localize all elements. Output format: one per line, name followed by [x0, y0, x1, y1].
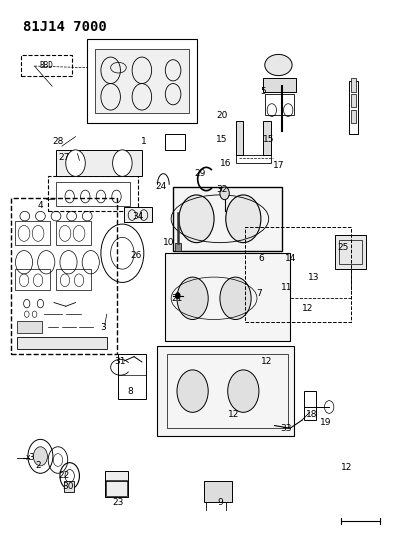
Text: 31: 31	[115, 358, 126, 367]
Circle shape	[220, 187, 229, 200]
Bar	[124, 207, 152, 222]
Bar	[56, 269, 91, 290]
Text: 12: 12	[228, 410, 239, 419]
Ellipse shape	[265, 54, 292, 76]
Bar	[263, 78, 296, 92]
Text: 18: 18	[306, 410, 318, 419]
Text: 10: 10	[163, 238, 175, 247]
Circle shape	[177, 370, 208, 413]
Bar	[15, 269, 50, 290]
Text: 7: 7	[256, 288, 262, 297]
Text: 8: 8	[127, 386, 133, 395]
Bar	[17, 321, 42, 333]
Bar	[167, 354, 288, 428]
Text: 15: 15	[216, 135, 228, 144]
Bar	[165, 134, 185, 150]
Circle shape	[66, 150, 85, 176]
Bar	[175, 243, 181, 251]
Circle shape	[175, 293, 180, 299]
Text: 13: 13	[308, 272, 320, 281]
Text: 34: 34	[132, 212, 144, 221]
Text: 1: 1	[141, 138, 147, 147]
Text: x3: x3	[26, 453, 35, 462]
Text: 12: 12	[302, 304, 313, 313]
Text: 22: 22	[58, 471, 70, 480]
Bar	[17, 337, 107, 349]
Bar	[87, 38, 196, 123]
Bar	[56, 221, 91, 245]
Bar	[235, 155, 271, 163]
Text: 14: 14	[285, 254, 296, 263]
Circle shape	[33, 447, 48, 466]
Bar	[173, 187, 282, 251]
Bar	[15, 221, 50, 245]
Bar	[48, 176, 138, 211]
Text: 24: 24	[156, 182, 167, 191]
Text: 21: 21	[171, 294, 183, 303]
Bar	[56, 150, 142, 176]
Bar	[235, 120, 243, 155]
Bar	[56, 182, 130, 206]
Text: 5: 5	[260, 87, 266, 96]
Text: 15: 15	[263, 135, 274, 144]
Bar	[118, 354, 146, 399]
Text: 4: 4	[38, 201, 43, 210]
FancyBboxPatch shape	[21, 55, 72, 76]
Bar	[265, 94, 294, 115]
Text: 33: 33	[281, 424, 292, 433]
Text: 29: 29	[195, 169, 206, 178]
Text: 81J14 7000: 81J14 7000	[23, 20, 107, 34]
Circle shape	[113, 150, 132, 176]
Text: 11: 11	[281, 283, 292, 292]
Bar	[349, 81, 358, 134]
Text: 16: 16	[220, 159, 231, 167]
Text: 30: 30	[62, 482, 73, 491]
Bar	[11, 198, 116, 354]
Circle shape	[220, 277, 251, 319]
Text: 26: 26	[130, 252, 142, 261]
Text: 27: 27	[58, 154, 70, 163]
Bar	[263, 120, 271, 155]
Bar	[105, 471, 128, 497]
Text: 28: 28	[52, 138, 64, 147]
Circle shape	[177, 277, 208, 319]
Text: 19: 19	[320, 418, 331, 427]
Text: 12: 12	[341, 464, 353, 472]
Circle shape	[179, 195, 214, 243]
Bar	[351, 110, 356, 123]
Bar	[165, 253, 290, 341]
Text: BBD: BBD	[39, 61, 53, 69]
Text: 12: 12	[261, 358, 272, 367]
Bar	[95, 49, 189, 113]
Text: 17: 17	[273, 161, 284, 170]
Bar	[245, 227, 351, 322]
Bar	[304, 391, 316, 420]
Bar	[64, 481, 73, 492]
Bar	[339, 240, 362, 264]
Circle shape	[226, 195, 261, 243]
Bar	[335, 235, 366, 269]
Circle shape	[228, 370, 259, 413]
Text: 6: 6	[258, 254, 264, 263]
Text: 2: 2	[36, 461, 41, 470]
Text: 23: 23	[113, 498, 124, 507]
Bar	[204, 481, 231, 503]
Text: 9: 9	[217, 498, 223, 507]
Bar	[351, 94, 356, 108]
Text: 32: 32	[216, 185, 228, 194]
Text: 25: 25	[337, 244, 349, 253]
Bar	[351, 78, 356, 92]
Bar	[158, 346, 294, 436]
Bar	[106, 480, 127, 496]
Text: 3: 3	[100, 323, 106, 332]
Text: 20: 20	[216, 111, 228, 120]
